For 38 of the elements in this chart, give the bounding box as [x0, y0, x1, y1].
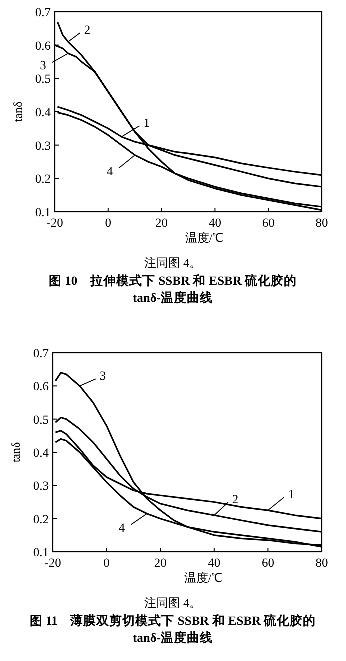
x-tick-label: 20	[156, 216, 168, 230]
text: 注同图 4。	[144, 595, 202, 612]
x-tick-label: 40	[208, 216, 222, 230]
y-tick-label: 0.3	[35, 138, 51, 153]
x-tick-label: 0	[104, 556, 110, 570]
y-axis-title: tanδ	[9, 442, 23, 463]
series-label: 3	[100, 369, 106, 384]
legend-label: 4	[118, 520, 126, 535]
series-label: 4	[106, 164, 114, 178]
legend-label: 2	[232, 492, 239, 507]
y-tick-label: 0.7	[35, 6, 51, 20]
y-tick-label: 0.6	[33, 380, 49, 394]
x-tick-label: 80	[316, 216, 328, 230]
x-tick-label: 40	[208, 556, 221, 570]
y-tick-label: 0.2	[35, 172, 51, 186]
y-tick-label: 0.3	[33, 479, 49, 494]
x-tick-label: 80	[316, 556, 328, 570]
y-tick-label: 0.2	[33, 512, 49, 526]
x-tick-label: 0	[105, 216, 112, 230]
y-tick-label: 0.7	[33, 346, 49, 360]
x-axis-title: 温度/℃	[185, 231, 224, 245]
legend-label: 1	[144, 116, 150, 130]
series-label: 1	[288, 488, 294, 502]
text: 图 11 薄膜双剪切模式下 SSBR 和 ESBR 硫化胶的 tanδ-温度曲线	[28, 613, 318, 647]
legend-label: 2	[84, 23, 91, 37]
text: 注同图 4。	[144, 255, 202, 272]
text: 图 10 拉伸模式下 SSBR 和 ESBR 硫化胶的 tanδ-温度曲线	[48, 273, 298, 307]
y-tick-label: 0.6	[35, 38, 51, 53]
y-tick-label: 0.5	[33, 412, 49, 427]
y-tick-label: 0.4	[33, 446, 50, 460]
y-tick-label: 0.4	[35, 106, 52, 120]
series-label: 3	[40, 58, 46, 73]
x-tick-label: 60	[262, 216, 275, 230]
y-axis-title: tanδ	[11, 102, 25, 122]
x-axis-title: 温度/℃	[184, 571, 223, 585]
x-tick-label: 20	[154, 556, 167, 570]
x-tick-label: 60	[262, 556, 274, 570]
y-tick-label: 0.5	[35, 72, 51, 86]
